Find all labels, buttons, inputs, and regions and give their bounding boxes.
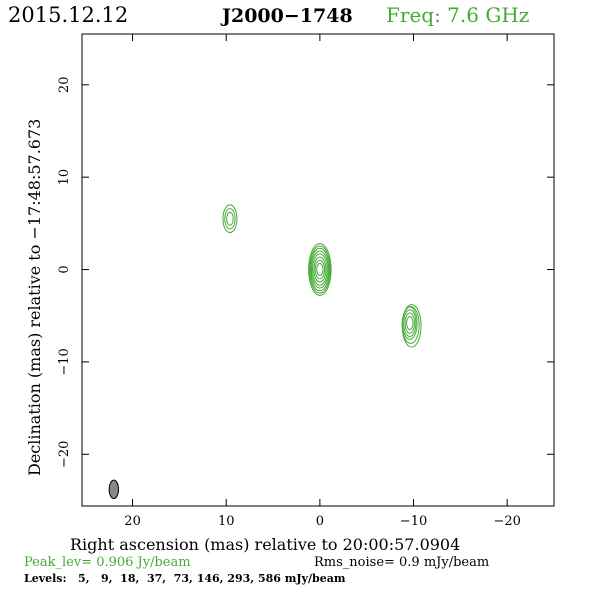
contour-line-component-1	[310, 247, 330, 292]
x-axis-label: Right ascension (mas) relative to 20:00:…	[70, 535, 460, 554]
contour-line-component-1	[313, 256, 327, 283]
contour-plot	[222, 204, 422, 348]
contour-line-component-2	[222, 204, 238, 234]
y-tick-label: 20	[57, 77, 72, 94]
contour-line-component-1	[309, 245, 331, 294]
contour-line-component-2	[226, 211, 234, 226]
x-tick-label: 10	[218, 514, 235, 529]
frequency-label: Freq: 7.6 GHz	[386, 3, 529, 27]
contour-line-component-1	[308, 243, 332, 296]
contour-line-component-1	[310, 250, 329, 289]
beam-ellipse-group	[108, 479, 120, 500]
contour-line-component-3	[403, 309, 417, 338]
y-tick-label: 10	[57, 169, 72, 186]
y-tick-label: 0	[57, 265, 72, 273]
plot-frame	[81, 33, 555, 507]
x-tick-label: −10	[400, 514, 427, 529]
contour-line-component-1	[316, 263, 324, 277]
contour-line-component-2	[224, 208, 236, 230]
x-tick-label: 20	[124, 514, 141, 529]
axis-ticks	[82, 34, 554, 506]
y-axis-label: Declination (mas) relative to −17:48:57.…	[25, 119, 44, 476]
x-tick-label: −20	[493, 514, 520, 529]
contour-levels: Levels: 5, 9, 18, 37, 73, 146, 293, 586 …	[24, 572, 346, 585]
y-tick-label: −10	[57, 348, 72, 375]
contour-line-component-1	[314, 259, 326, 280]
source-name: J2000−1748	[220, 5, 353, 27]
peak-level: Peak_lev= 0.906 Jy/beam	[24, 555, 191, 570]
y-tick-label: −20	[57, 441, 72, 468]
y-tick-labels: 20 10 0 −10 −20	[57, 77, 72, 468]
beam-ellipse	[108, 479, 120, 500]
observation-date: 2015.12.12	[8, 3, 128, 27]
contour-line-component-3	[401, 306, 418, 340]
contour-line-component-3	[404, 312, 415, 334]
x-tick-label: 0	[316, 514, 324, 529]
rms-noise: Rms_noise= 0.9 mJy/beam	[314, 555, 489, 570]
x-tick-labels: 20 10 0 −10 −20	[124, 514, 521, 529]
contour-line-component-3	[406, 316, 414, 331]
contour-line-component-1	[312, 253, 328, 286]
